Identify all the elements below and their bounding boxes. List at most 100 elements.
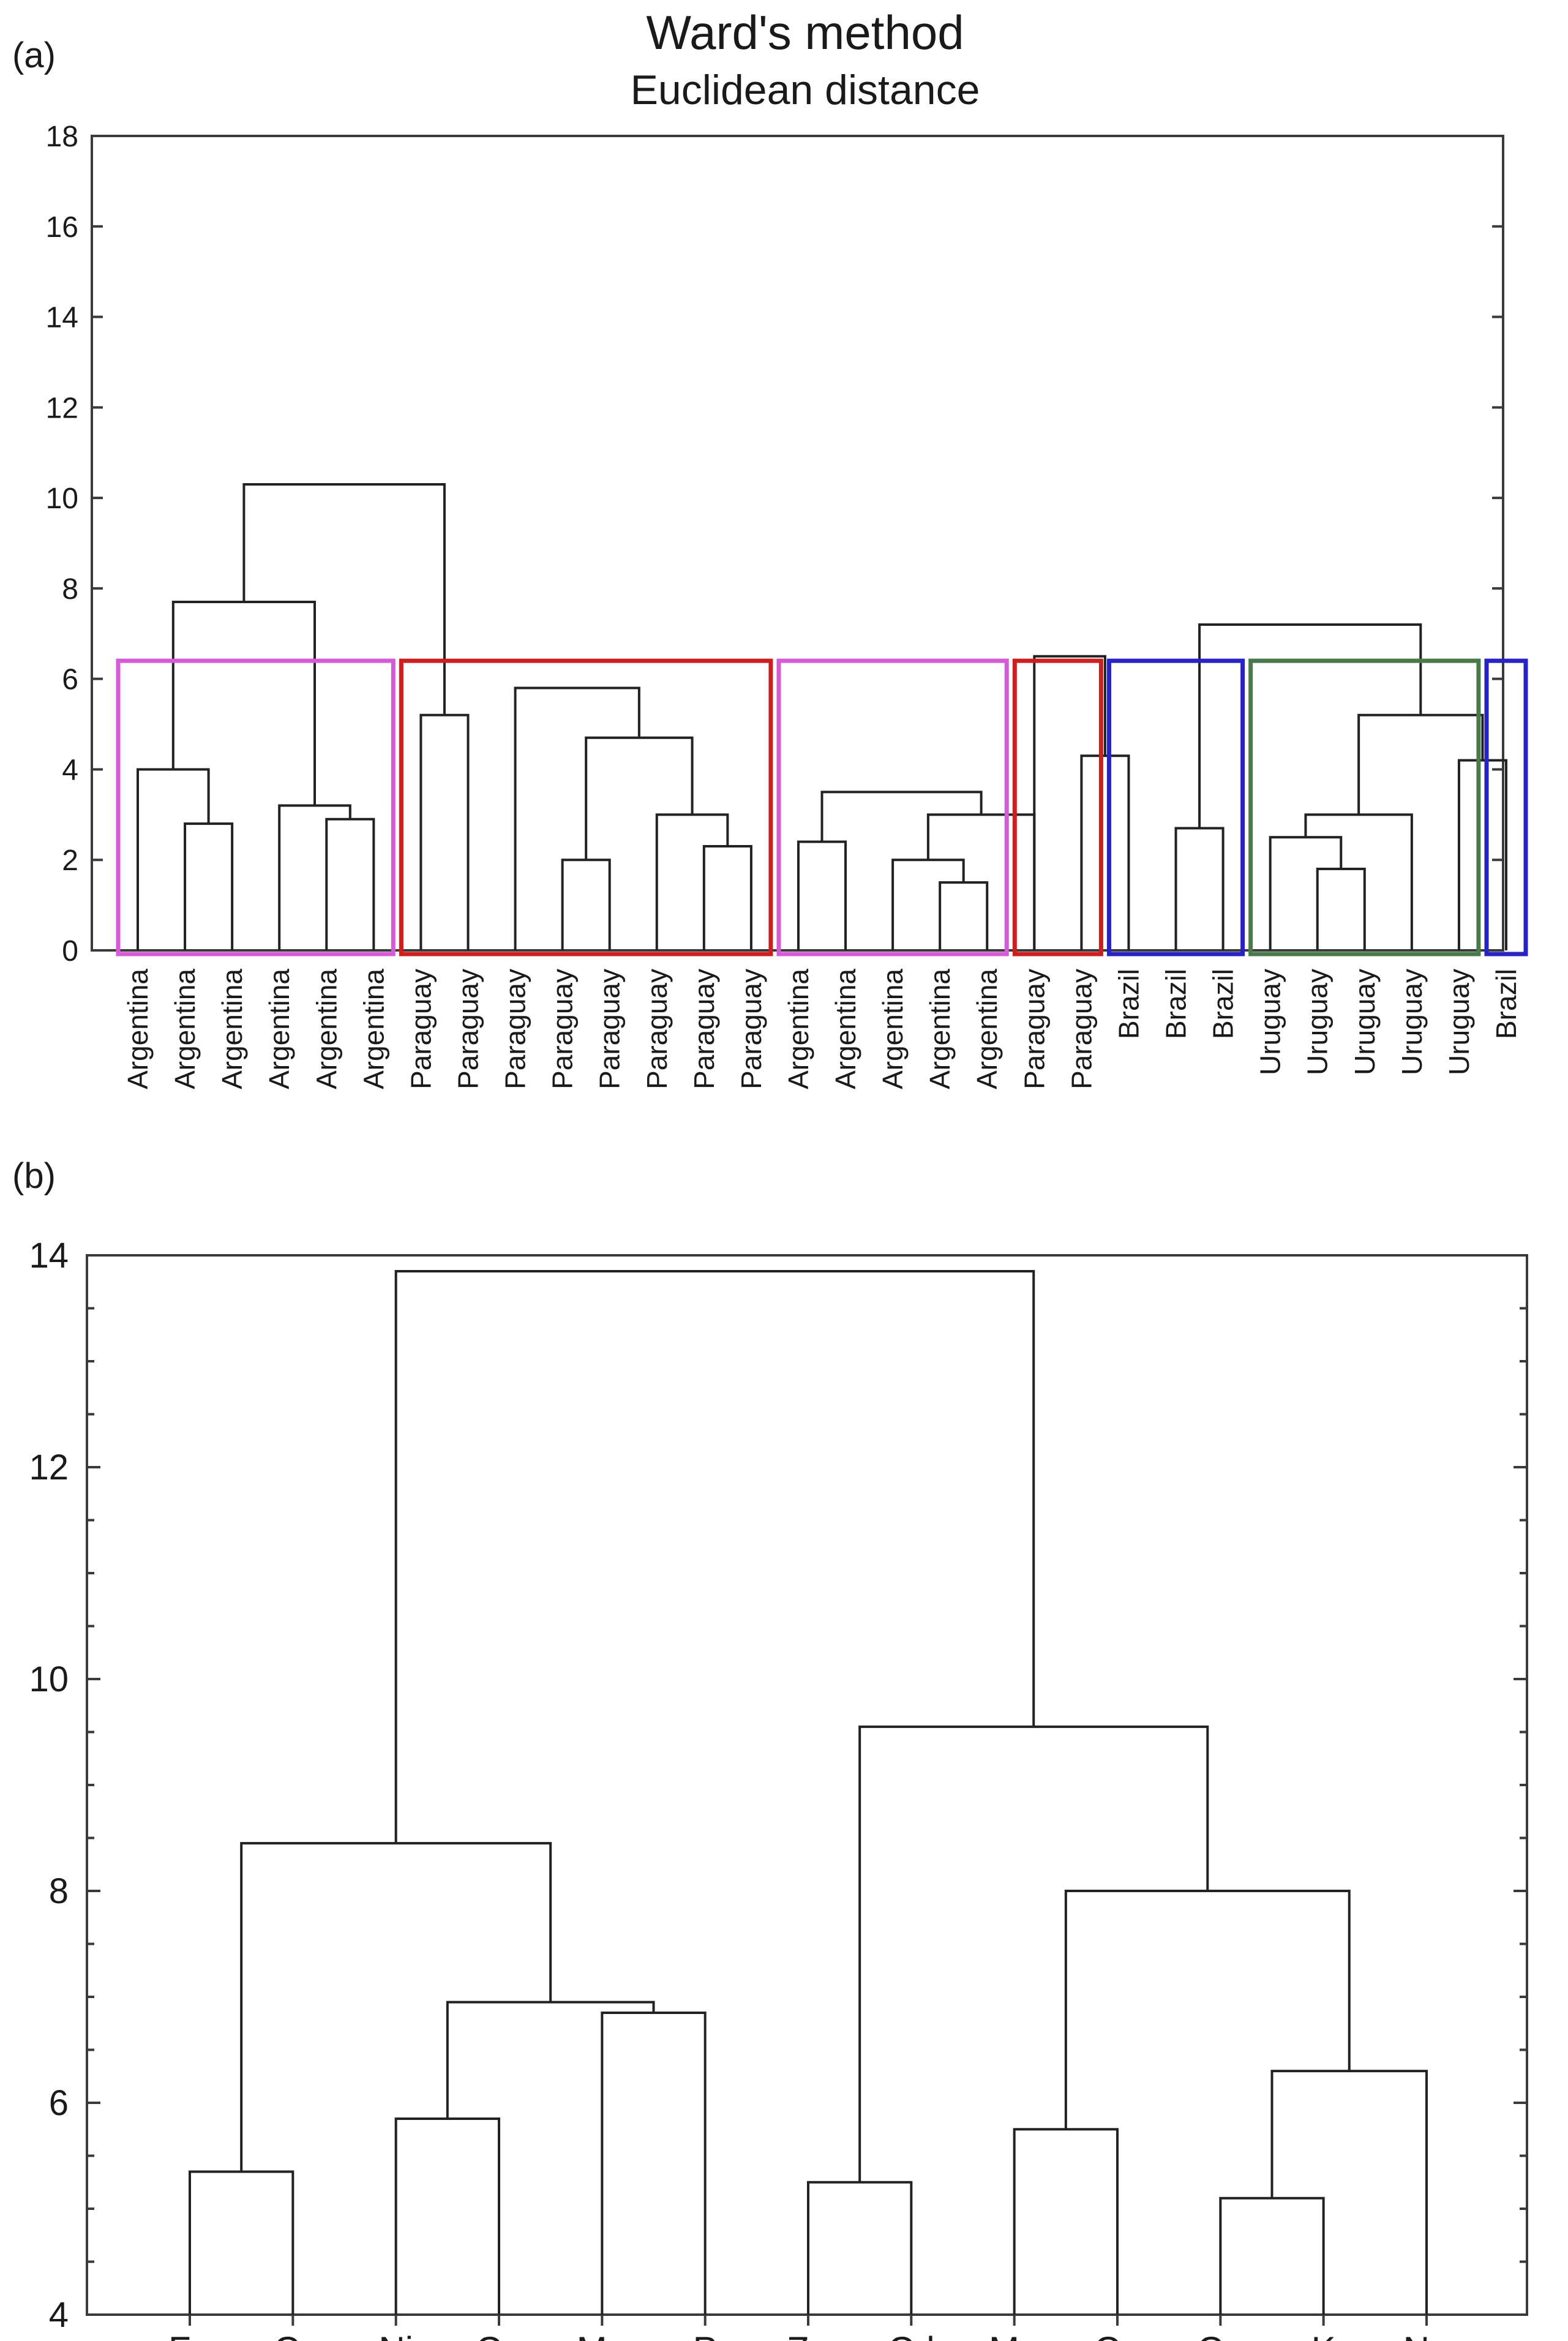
leaf-label-b: Fe	[168, 2329, 211, 2341]
dendrogram-link-a	[820, 791, 983, 842]
leaf-label-b: Co	[476, 2329, 523, 2341]
leaf-label-a: Argentina	[924, 969, 956, 1089]
leaf-label-a: Argentina	[830, 969, 861, 1089]
y-tick-label-b: 12	[29, 1448, 69, 1487]
chart-a-subtitle: Euclidean distance	[631, 67, 980, 113]
leaf-label-a: Uruguay	[1349, 969, 1381, 1075]
leaf-label-a: Paraguay	[500, 969, 531, 1089]
y-tick-label-b: 14	[29, 1236, 69, 1276]
dendrogram-link-b	[189, 2170, 294, 2315]
leaf-label-a: Paraguay	[405, 969, 437, 1089]
leaf-label-b: Ca	[1094, 2329, 1141, 2341]
dendrogram-link-a	[939, 881, 989, 950]
dendrogram-link-b	[1013, 2128, 1119, 2315]
leaf-label-a: Uruguay	[1302, 969, 1334, 1075]
y-tick-label-a: 16	[46, 211, 78, 244]
leaf-label-a: Argentina	[216, 969, 248, 1089]
dendrogram-link-a	[325, 817, 375, 950]
dendrogram-link-a	[655, 813, 729, 950]
y-tick-a: 4	[62, 754, 1503, 786]
dendrogram-link-b	[601, 2011, 707, 2315]
leaf-label-b: Mn	[577, 2329, 628, 2341]
leaf-label-a: Paraguay	[452, 969, 484, 1089]
y-tick-a: 10	[46, 483, 1503, 515]
dendrogram-link-a	[171, 601, 317, 806]
leaf-label-a: Argentina	[358, 969, 389, 1089]
dendrogram-link-b	[1219, 2196, 1325, 2315]
chart-a: 0 2 4 6 8 10 12 14 16 18 Argentina Argentina Argent…	[46, 121, 1528, 1089]
leaf-label-a: Paraguay	[735, 969, 767, 1089]
y-tick-a: 16	[46, 211, 1503, 244]
leaf-label-b: Zn	[787, 2329, 830, 2341]
leaf-label-a: Paraguay	[641, 969, 673, 1089]
y-tick-label-a: 0	[62, 935, 78, 968]
dendrogram-link-a	[278, 804, 351, 950]
dendrogram-link-a	[797, 840, 847, 950]
leaf-label-b: Cr	[274, 2329, 312, 2341]
chart-a-frame	[91, 135, 1504, 952]
leaf-label-a: Brazil	[1490, 969, 1522, 1039]
y-tick-label-a: 6	[62, 664, 78, 696]
y-tick-a: 18	[46, 121, 1503, 153]
y-tick-label-b: 4	[49, 2295, 69, 2335]
dendrogram-link-a	[1198, 623, 1422, 829]
y-tick-label-a: 8	[62, 573, 78, 606]
dendrogram-link-b	[446, 2001, 655, 2119]
y-tick-label-a: 2	[62, 844, 78, 877]
dendrogram-link-a	[1269, 836, 1343, 950]
leaf-label-a: Brazil	[1207, 969, 1239, 1039]
leaf-label-a: Paraguay	[547, 969, 579, 1089]
leaf-label-a: Uruguay	[1255, 969, 1286, 1075]
y-tick-label-a: 18	[46, 121, 78, 153]
leaf-label-a: Uruguay	[1443, 969, 1475, 1075]
leaf-label-a: Argentina	[310, 969, 342, 1089]
y-tick-a: 0	[62, 935, 1503, 968]
dendrogram-link-a	[1304, 813, 1413, 950]
leaf-label-a: Paraguay	[1065, 969, 1097, 1089]
chart-b: 4 6 8 10 12 14 Fe Cr Ni Co Mn P Zn Cd Mg Ca Cu K Na	[29, 1236, 1528, 2341]
dendrogram-link-a	[242, 483, 446, 715]
dendrogram-link-b	[1064, 1890, 1351, 2130]
y-tick-label-a: 14	[46, 302, 78, 334]
y-tick-a: 6	[62, 664, 1503, 696]
leaf-label-a: Argentina	[122, 969, 154, 1089]
leaf-label-b: Na	[1403, 2329, 1450, 2341]
leaf-label-a: Argentina	[169, 969, 201, 1089]
y-tick-a: 2	[62, 844, 1503, 877]
dendrogram-link-a	[1033, 655, 1106, 950]
leaf-label-a: Argentina	[263, 969, 295, 1089]
y-tick-label-a: 10	[46, 483, 78, 515]
dendrogram-link-a	[137, 768, 210, 950]
group-box-paraguay	[1012, 658, 1103, 956]
y-tick-a: 14	[46, 302, 1503, 334]
panel-b-label: (b)	[12, 1156, 56, 1196]
group-box-uruguay	[1248, 658, 1481, 956]
leaf-label-b: Cu	[1197, 2329, 1244, 2341]
dendrogram-link-a	[891, 859, 965, 950]
leaf-label-b: Mg	[989, 2329, 1040, 2341]
dendrogram-link-a	[514, 686, 640, 950]
dendrogram-link-a	[561, 859, 611, 950]
dendrogram-link-a	[585, 736, 694, 860]
group-box-paraguay	[399, 658, 773, 956]
leaf-label-a: Paraguay	[1018, 969, 1050, 1089]
dendrogram-link-a	[1080, 754, 1130, 950]
leaf-label-a: Argentina	[971, 969, 1003, 1089]
group-box-argentina	[116, 658, 396, 956]
dendrogram-link-b	[807, 2181, 913, 2315]
leaf-label-a: Brazil	[1112, 969, 1144, 1039]
y-tick-label-b: 8	[49, 1871, 69, 1911]
dendrogram-link-a	[1457, 759, 1507, 950]
dendrogram-link-a	[184, 822, 234, 950]
y-tick-label-b: 10	[29, 1659, 69, 1699]
chart-a-title: Ward's method	[646, 6, 964, 59]
leaf-label-a: Paraguay	[688, 969, 720, 1089]
dendrogram-link-b	[858, 1725, 1209, 2182]
leaf-label-b: Ni	[378, 2329, 413, 2341]
panel-a-label: (a)	[12, 36, 56, 75]
leaf-label-b: P	[693, 2329, 718, 2341]
dendrogram-link-a	[702, 845, 752, 950]
leaf-label-b: Cd	[888, 2329, 935, 2341]
dendrogram-link-b	[394, 1269, 1035, 1844]
